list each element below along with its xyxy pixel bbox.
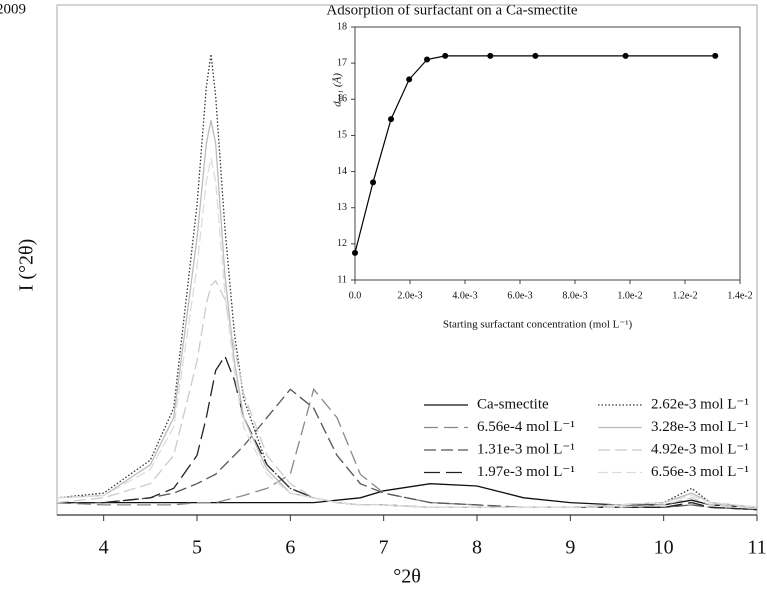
legend-label: 1.97e-3 mol L⁻¹ <box>477 464 575 480</box>
legend-label: 4.92e-3 mol L⁻¹ <box>651 441 749 457</box>
series-line <box>354 55 716 254</box>
page-title: Adsorption of surfactant on a Ca-smectit… <box>326 2 578 18</box>
y-axis-label: I (°2θ) <box>16 239 38 292</box>
data-point <box>424 56 431 63</box>
x-tick-label: 8 <box>472 537 482 559</box>
y-tick-label: 15 <box>337 130 347 141</box>
series-line <box>56 157 758 508</box>
page-year: 2009 <box>0 1 26 17</box>
y-tick-label: 16 <box>337 94 347 105</box>
x-tick-label: 0.0 <box>349 290 362 301</box>
x-tick-label: 11 <box>747 537 766 559</box>
data-point <box>442 52 449 59</box>
x-tick-label: 6 <box>285 537 295 559</box>
x-tick-label: 9 <box>565 537 575 559</box>
data-point <box>388 116 395 123</box>
data-point <box>622 52 629 59</box>
y-tick-label: 14 <box>337 166 347 177</box>
legend-label: 2.62e-3 mol L⁻¹ <box>651 396 749 412</box>
series-line <box>56 279 758 508</box>
x-tick-label: 1.0e-2 <box>617 290 642 301</box>
y-tick-label: 18 <box>337 21 347 32</box>
x-axis-label: Starting surfactant concentration (mol L… <box>443 319 633 331</box>
legend-label: Ca-smectite <box>477 396 549 412</box>
x-tick-label: 2.0e-3 <box>397 290 422 301</box>
inset-frame <box>354 26 741 281</box>
x-tick-label: 4 <box>99 537 109 559</box>
series-line <box>56 54 758 508</box>
x-tick-label: 8.0e-3 <box>562 290 587 301</box>
legend-label: 6.56e-3 mol L⁻¹ <box>651 464 749 480</box>
x-axis-label: °2θ <box>393 566 421 588</box>
data-point <box>487 52 494 59</box>
x-tick-label: 10 <box>654 537 674 559</box>
x-tick-label: 1.4e-2 <box>727 290 752 301</box>
y-tick-label: 13 <box>337 202 347 213</box>
legend-label: 1.31e-3 mol L⁻¹ <box>477 441 575 457</box>
y-tick-label: 17 <box>337 57 347 68</box>
y-axis-label: d₀₀₁ (Å) <box>332 73 344 107</box>
x-tick-label: 4.0e-3 <box>452 290 477 301</box>
y-tick-label: 12 <box>337 238 347 249</box>
data-point <box>370 179 377 186</box>
x-tick-label: 7 <box>379 537 389 559</box>
y-tick-label: 11 <box>337 274 347 285</box>
x-tick-label: 5 <box>192 537 202 559</box>
data-point <box>352 249 358 256</box>
legend-label: 6.56e-4 mol L⁻¹ <box>477 419 575 435</box>
x-tick-label: 6.0e-3 <box>507 290 532 301</box>
data-point <box>712 52 719 59</box>
x-tick-label: 1.2e-2 <box>672 290 697 301</box>
data-point <box>406 76 413 83</box>
data-point <box>532 52 539 59</box>
legend-label: 3.28e-3 mol L⁻¹ <box>651 419 749 435</box>
